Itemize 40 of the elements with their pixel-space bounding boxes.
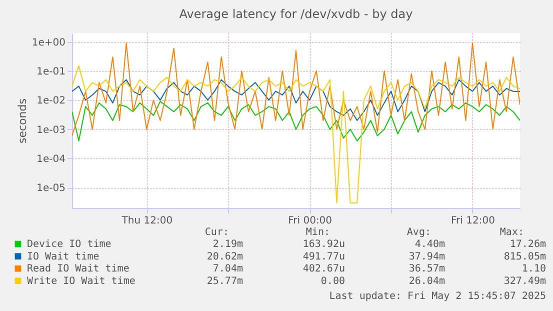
x-tick-label: Fri 00:00 <box>288 216 332 226</box>
text: 2.19m <box>212 239 243 250</box>
text: Min: <box>306 227 330 238</box>
text: 20.62m <box>206 251 243 262</box>
text: 17.26m <box>510 239 546 250</box>
legend-label: Device IO time <box>27 239 112 250</box>
y-tick-label: 1e-02 <box>36 96 66 107</box>
y-tick-label: 1e+00 <box>32 37 66 48</box>
text: 37.94m <box>408 251 445 262</box>
text: 1.10 <box>522 264 546 275</box>
y-tick-label: 1e-04 <box>36 154 66 165</box>
text: 163.92u <box>302 239 345 250</box>
text: 26.04m <box>408 276 445 287</box>
text: Cur: <box>204 227 229 238</box>
x-tick-label: Thu 12:00 <box>120 216 173 226</box>
line-series <box>72 42 520 136</box>
y-tick-label: 1e-05 <box>36 183 66 194</box>
text: 36.57m <box>408 264 445 275</box>
text: Last update: Fri May 2 15:45:07 2025 <box>329 291 546 302</box>
text: 25.77m <box>206 276 243 287</box>
text: 327.49m <box>504 276 546 287</box>
x-tick-label: Fri 12:00 <box>451 216 495 226</box>
text: 7.04m <box>212 264 243 275</box>
text: 815.05m <box>504 251 546 262</box>
chart-title: Average latency for /dev/xvdb - by day <box>179 7 413 21</box>
text: 4.40m <box>414 239 445 250</box>
text: Avg: <box>406 227 431 238</box>
legend-label: Read IO Wait time <box>27 264 130 275</box>
y-tick-label: 1e-03 <box>36 124 66 136</box>
text: 491.77u <box>302 251 345 262</box>
text: Max: <box>500 227 524 238</box>
line-series <box>72 100 520 142</box>
line-series <box>72 79 520 121</box>
line-series <box>72 65 520 204</box>
text: 0.00 <box>320 276 345 287</box>
text: 402.67u <box>302 264 345 275</box>
y-axis-title: seconds <box>16 98 29 144</box>
legend-label: Write IO Wait time <box>27 276 136 287</box>
y-tick-label: 1e-01 <box>36 66 66 78</box>
legend-label: IO Wait time <box>27 251 100 262</box>
